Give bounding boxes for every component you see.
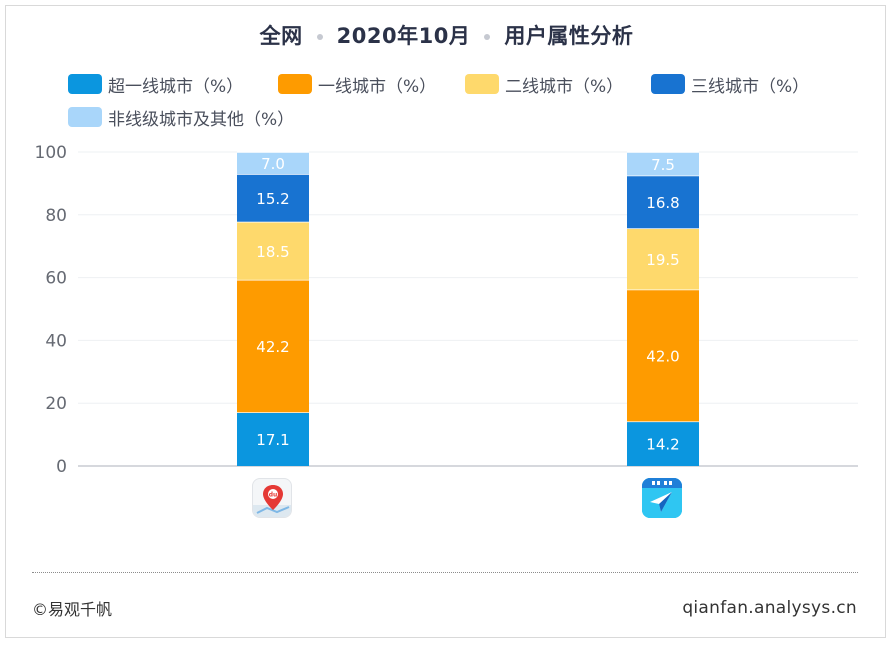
map-pin-icon: du [253,485,291,517]
legend-label: 一线城市（%） [318,76,437,97]
bar-segment [237,221,309,280]
title-scope: 全网 [259,24,303,48]
bar-segment [237,412,309,466]
y-tick-label: 20 [45,394,67,414]
legend-label: 非线级城市及其他（%） [108,109,295,130]
chart-title: 全网 2020年10月 用户属性分析 [0,20,893,50]
bar-segment [627,175,699,229]
bar-segment [627,289,699,422]
data-label: 19.5 [646,251,679,269]
y-tick-label: 0 [56,457,67,477]
legend-swatch [465,74,499,94]
paper-plane-icon [642,478,682,518]
bar-segment [627,228,699,290]
bar-segment [237,152,309,174]
bar-segment [237,279,309,413]
legend-label: 超一线城市（%） [108,76,244,97]
data-label: 15.2 [256,190,289,208]
legend-label: 三线城市（%） [691,76,810,97]
legend-item[interactable]: 二线城市（%） [465,70,623,98]
legend-swatch [651,74,685,94]
data-label: 7.0 [261,155,285,173]
title-period: 2020年10月 [336,24,471,48]
legend-swatch [278,74,312,94]
title-separator-dot [316,34,323,40]
bar-segment [627,421,699,466]
legend-item[interactable]: 超一线城市（%） [68,70,243,98]
legend-label: 二线城市（%） [505,76,624,97]
data-label: 42.2 [256,338,289,356]
footer-divider [32,572,858,573]
title-separator-dot [484,34,491,40]
baidu-maps-app-icon: du [252,478,292,518]
data-label: 7.5 [651,156,675,174]
navigation-app-icon [642,478,682,518]
data-label: 18.5 [256,243,289,261]
bar-segment [237,173,309,222]
y-tick-label: 60 [45,269,67,289]
data-label: 14.2 [646,436,679,454]
legend-swatch [68,107,102,127]
legend-item[interactable]: 一线城市（%） [278,70,436,98]
legend-item[interactable]: 三线城市（%） [651,70,809,98]
footer-site: qianfan.analysys.cn [682,598,857,618]
data-label: 16.8 [646,194,679,212]
svg-text:du: du [269,492,278,499]
data-label: 42.0 [646,347,679,365]
legend-swatch [68,74,102,94]
y-tick-label: 40 [45,331,67,351]
y-tick-label: 80 [45,206,67,226]
chart-frame [5,5,886,638]
legend-item[interactable]: 非线级城市及其他（%） [68,103,294,131]
footer-source: ©易观千帆 [32,600,113,619]
bar-segment [627,152,699,176]
title-subject: 用户属性分析 [504,24,634,48]
data-label: 17.1 [256,431,289,449]
y-tick-label: 100 [35,143,67,163]
